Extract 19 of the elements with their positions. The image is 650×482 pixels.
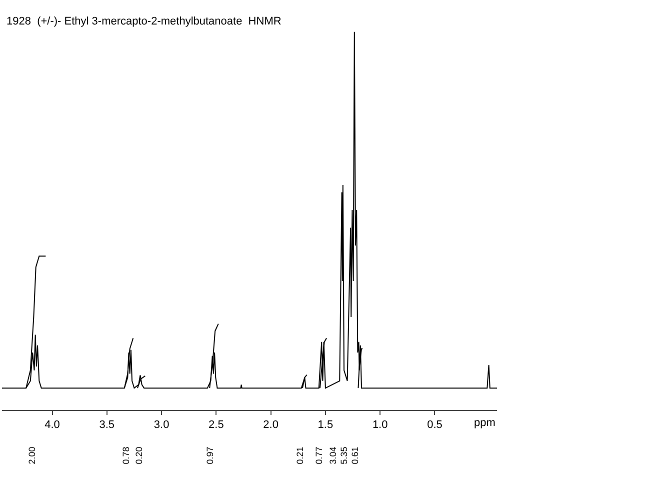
text: 0.61 bbox=[350, 446, 360, 464]
text: 0.97 bbox=[204, 446, 215, 464]
x-tick-label: 4.0 bbox=[44, 419, 60, 432]
x-tick-label: 3.5 bbox=[99, 419, 115, 432]
x-axis-title: ppm bbox=[474, 417, 496, 429]
text: 0.77 bbox=[314, 446, 324, 464]
text: 0.21 bbox=[294, 446, 305, 464]
x-tick-label: 1.5 bbox=[318, 419, 334, 432]
text: 0.78 bbox=[120, 446, 131, 464]
x-tick-label: 0.5 bbox=[427, 419, 442, 432]
x-tick-label: 3.0 bbox=[154, 419, 170, 432]
x-tick-label: 1.0 bbox=[372, 419, 388, 432]
x-tick-label: 2.5 bbox=[208, 419, 224, 432]
text: 3.04 bbox=[328, 446, 338, 464]
chart-title: 1928 (+/-)- Ethyl 3-mercapto-2-methylbutanoate HNMR bbox=[6, 16, 282, 28]
text: 5.35 bbox=[338, 446, 349, 464]
x-tick-label: 2.0 bbox=[263, 419, 278, 432]
text: 0.20 bbox=[134, 446, 144, 464]
text: 2.00 bbox=[26, 446, 37, 464]
